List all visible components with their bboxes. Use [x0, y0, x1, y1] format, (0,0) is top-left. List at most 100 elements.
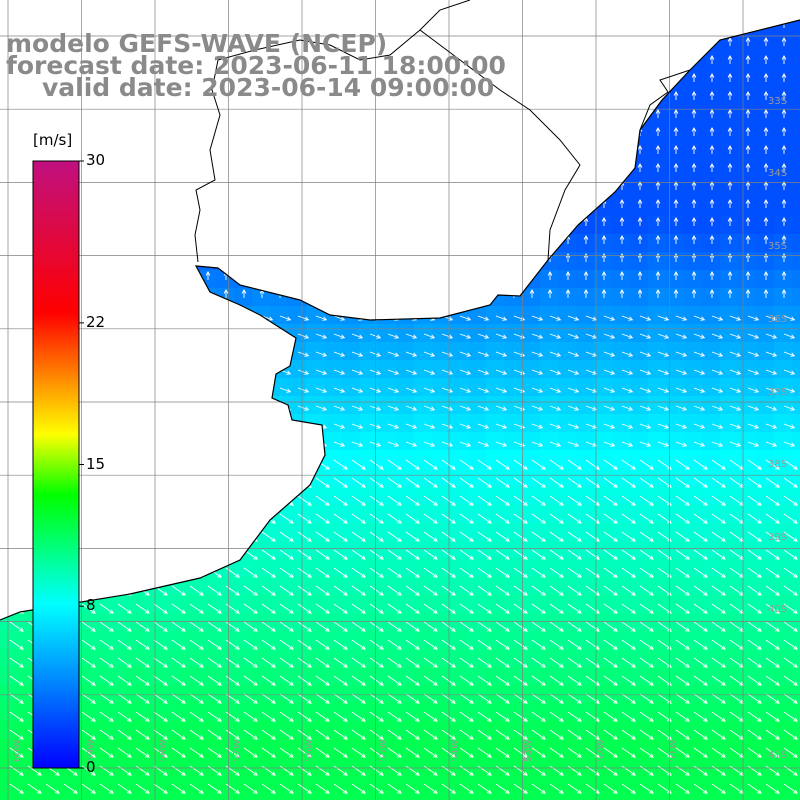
wind-cell [270, 702, 288, 720]
wind-arrow [171, 621, 186, 632]
wind-cell [486, 792, 504, 800]
wind-cell [522, 288, 540, 306]
wind-cell [648, 576, 666, 594]
wind-arrow [369, 693, 384, 704]
wind-cell [180, 738, 198, 756]
wind-cell [486, 396, 504, 414]
wind-arrow [153, 675, 168, 686]
wind-cell [540, 666, 558, 684]
wind-arrow [135, 729, 150, 740]
wind-arrow [477, 459, 492, 470]
wind-arrow [207, 765, 222, 776]
wind-arrow [315, 585, 330, 596]
wind-cell [288, 792, 306, 800]
wind-cell [612, 612, 630, 630]
wind-arrow [693, 333, 706, 339]
wind-arrow [747, 711, 762, 722]
wind-cell [648, 684, 666, 702]
wind-arrow [531, 585, 546, 596]
wind-cell [612, 270, 630, 288]
wind-arrow [621, 495, 636, 506]
wind-arrow [763, 271, 769, 280]
wind-cell [414, 558, 432, 576]
wind-arrow [603, 333, 616, 339]
wind-cell [648, 414, 666, 432]
wind-cell [576, 774, 594, 792]
wind-cell [126, 630, 144, 648]
wind-arrow [783, 477, 798, 488]
wind-cell [666, 360, 684, 378]
wind-cell [756, 36, 774, 54]
wind-arrow [405, 765, 420, 776]
wind-cell [324, 342, 342, 360]
wind-cell [756, 162, 774, 180]
wind-cell [738, 270, 756, 288]
wind-cell [90, 630, 108, 648]
wind-arrow [639, 549, 654, 560]
wind-arrow [693, 567, 708, 578]
wind-cell [666, 666, 684, 684]
wind-cell [540, 414, 558, 432]
wind-cell [666, 198, 684, 216]
wind-cell [342, 558, 360, 576]
wind-arrow [99, 621, 114, 632]
wind-cell [504, 396, 522, 414]
wind-cell [702, 342, 720, 360]
wind-arrow [603, 531, 618, 542]
wind-arrow [387, 459, 402, 470]
wind-cell [738, 252, 756, 270]
wind-cell [720, 522, 738, 540]
wind-arrow [639, 747, 654, 758]
wind-cell [90, 738, 108, 756]
wind-cell [234, 612, 252, 630]
wind-arrow [603, 621, 618, 632]
wind-cell [612, 720, 630, 738]
wind-arrow [765, 657, 780, 668]
wind-cell [324, 702, 342, 720]
wind-arrow [765, 333, 778, 339]
wind-cell [450, 324, 468, 342]
wind-cell [216, 666, 234, 684]
wind-arrow [709, 181, 715, 190]
wind-cell [738, 126, 756, 144]
wind-arrow [765, 441, 778, 447]
wind-cell [216, 702, 234, 720]
wind-cell [414, 378, 432, 396]
colorbar-units: [m/s] [33, 131, 73, 149]
wind-cell [144, 738, 162, 756]
wind-cell [486, 756, 504, 774]
wind-cell [540, 774, 558, 792]
wind-arrow [729, 333, 742, 339]
wind-arrow [459, 729, 474, 740]
wind-cell [612, 594, 630, 612]
wind-cell [648, 594, 666, 612]
wind-cell [414, 666, 432, 684]
wind-arrow [549, 603, 564, 614]
wind-arrow [243, 783, 258, 794]
wind-cell [252, 630, 270, 648]
wind-arrow [351, 657, 366, 668]
wind-arrow [9, 765, 24, 776]
wind-arrow [765, 369, 778, 375]
wind-cell [612, 198, 630, 216]
wind-cell [234, 576, 252, 594]
wind-cell [720, 234, 738, 252]
wind-cell [612, 252, 630, 270]
wind-cell [594, 378, 612, 396]
wind-cell [288, 540, 306, 558]
wind-cell [684, 774, 702, 792]
wind-arrow [351, 513, 366, 524]
wind-cell [486, 648, 504, 666]
wind-cell [702, 180, 720, 198]
wind-cell [144, 594, 162, 612]
wind-cell [756, 126, 774, 144]
wind-cell [792, 666, 800, 684]
wind-arrow [351, 675, 366, 686]
wind-cell [774, 648, 792, 666]
latitude-label: 36S [768, 314, 788, 325]
wind-cell [540, 342, 558, 360]
wind-cell [378, 702, 396, 720]
wind-cell [720, 252, 738, 270]
wind-arrow [567, 369, 580, 375]
wind-arrow [405, 513, 420, 524]
